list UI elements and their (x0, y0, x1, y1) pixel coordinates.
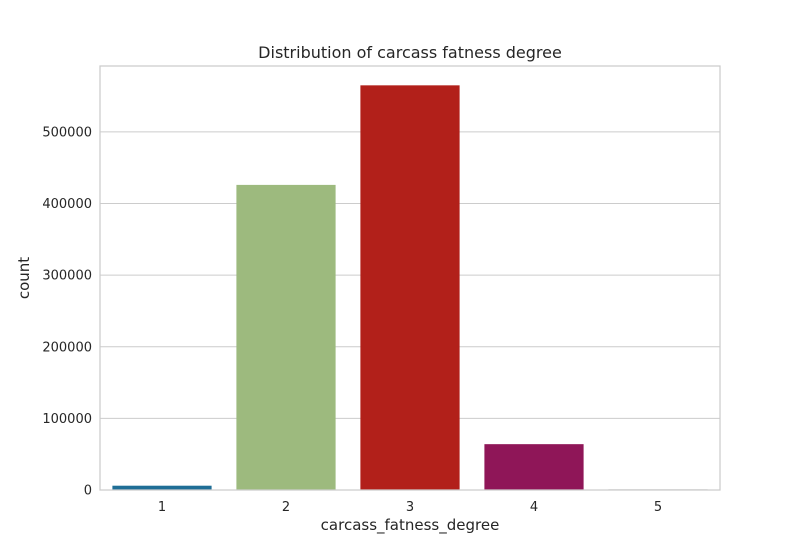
x-tick-label: 2 (282, 500, 290, 515)
y-tick-label: 400000 (42, 197, 92, 212)
y-tick-labels: 0 100000 200000 300000 400000 500000 (42, 125, 92, 498)
bar-1 (112, 485, 212, 490)
plot-frame (99, 65, 721, 491)
bar-3 (360, 85, 460, 491)
x-tick-label: 4 (530, 500, 538, 515)
y-axis-label: count (15, 257, 33, 299)
x-tick-label: 1 (158, 500, 166, 515)
x-tick-labels: 1 2 3 4 5 (158, 500, 662, 515)
x-axis-label: carcass_fatness_degree (321, 516, 500, 535)
x-tick-label: 5 (654, 500, 662, 515)
y-tick-label: 0 (84, 484, 92, 499)
y-tick-label: 500000 (42, 125, 92, 140)
bars (112, 85, 708, 491)
bar-2 (236, 184, 336, 490)
bar-4 (484, 444, 584, 490)
x-tick-label: 3 (406, 500, 414, 515)
y-tick-label: 300000 (42, 269, 92, 284)
chart-title: Distribution of carcass fatness degree (258, 43, 562, 62)
y-tick-label: 200000 (42, 340, 92, 355)
y-tick-label: 100000 (42, 412, 92, 427)
